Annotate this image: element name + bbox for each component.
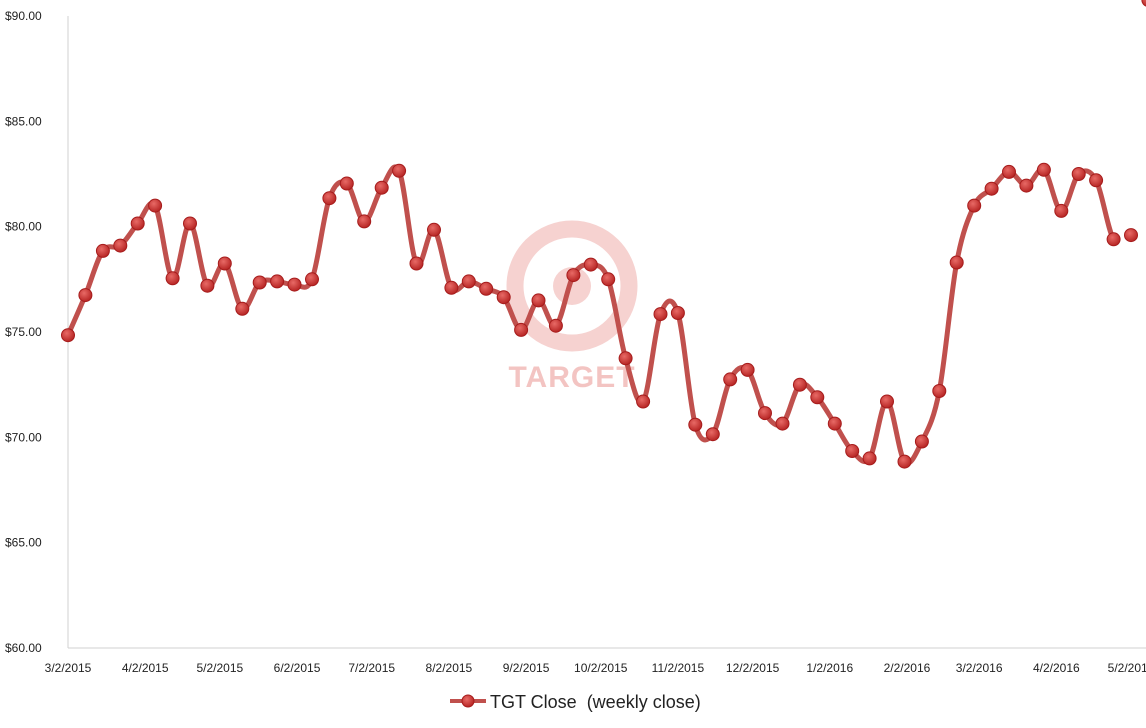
x-tick-label: 4/2/2016 [1033,661,1080,675]
x-tick-label: 1/2/2016 [806,661,853,675]
data-point [130,216,145,231]
data-point [932,384,947,398]
data-point [601,272,616,287]
data-point [1141,0,1146,7]
data-point [1089,173,1104,188]
data-point [548,318,563,333]
x-tick-label: 9/2/2015 [503,661,550,675]
data-point [427,222,441,237]
data-point [392,163,407,178]
data-point [305,272,319,287]
data-point [914,434,929,449]
series-tgt-close [61,0,1146,469]
data-point [78,288,93,303]
data-point [1002,164,1016,179]
legend: TGT Close (weekly close) [450,692,701,712]
y-tick-label: $80.00 [5,220,42,234]
y-tick-label: $75.00 [5,325,42,339]
data-point [496,290,511,305]
x-tick-label: 4/2/2015 [122,661,169,675]
data-point [217,256,232,271]
data-point [514,322,529,337]
data-point [235,301,250,316]
legend-marker-swatch [461,694,475,708]
data-point [113,238,128,253]
data-point [444,280,459,295]
x-tick-label: 2/2/2016 [884,661,931,675]
x-tick-label: 7/2/2015 [348,661,395,675]
data-point [949,255,964,270]
data-point [148,198,163,213]
data-point [705,427,720,442]
data-point [862,451,877,466]
data-point [183,216,197,231]
data-point [792,377,807,392]
watermark-text: TARGET [508,361,635,394]
data-point [653,307,668,322]
x-tick-label: 5/2/2015 [196,661,243,675]
data-point [270,274,285,289]
x-tick-label: 11/2/2015 [652,661,705,675]
data-point [880,394,894,409]
data-point [339,176,354,191]
data-point [967,198,982,213]
data-point [461,274,476,289]
data-point [479,281,494,296]
data-point [1019,178,1034,193]
data-point [1071,167,1086,181]
data-point [374,180,389,195]
data-point [775,416,790,431]
data-point [1124,228,1138,243]
y-tick-labels: $60.00 $65.00 $70.00 $75.00 $80.00 $85.00 $90.… [5,9,42,655]
data-point [758,406,772,421]
data-point [845,444,860,458]
data-point [810,390,825,405]
data-point [409,256,424,271]
y-tick-label: $85.00 [5,114,42,128]
data-point [618,351,633,366]
data-point [723,372,738,387]
target-logo-watermark: TARGET [506,220,638,394]
x-tick-label: 3/2/2016 [956,661,1003,675]
data-point [670,306,685,320]
x-tick-label: 10/2/2015 [574,661,628,675]
x-tick-label: 12/2/2015 [726,661,780,675]
x-tick-label: 5/2/2016 [1108,661,1146,675]
data-point [827,416,842,431]
y-tick-label: $70.00 [5,430,42,444]
data-point [165,271,180,286]
data-point [322,191,337,206]
x-tick-label: 3/2/2015 [45,661,92,675]
data-point [636,394,651,409]
data-point [566,268,581,283]
data-point [252,275,267,290]
series-line [65,164,1117,466]
data-point [688,417,703,432]
x-tick-label: 6/2/2015 [274,661,321,675]
data-point [740,362,755,377]
y-tick-label: $60.00 [5,641,42,655]
data-point [531,293,546,308]
data-point [95,243,110,258]
data-point [357,214,372,229]
data-point [287,277,302,292]
x-tick-labels: 3/2/2015 4/2/2015 5/2/2015 6/2/2015 7/2/2015… [45,661,1146,675]
data-point [200,278,215,293]
data-point [1054,203,1069,218]
data-point [1036,162,1051,177]
data-point [984,181,999,196]
x-tick-label: 8/2/2015 [426,661,473,675]
y-tick-label: $65.00 [5,536,42,550]
y-tick-label: $90.00 [5,9,42,23]
legend-label: TGT Close (weekly close) [490,692,701,712]
data-point [1106,232,1121,247]
data-point [583,257,598,272]
data-point [897,454,912,469]
data-point [61,328,75,343]
